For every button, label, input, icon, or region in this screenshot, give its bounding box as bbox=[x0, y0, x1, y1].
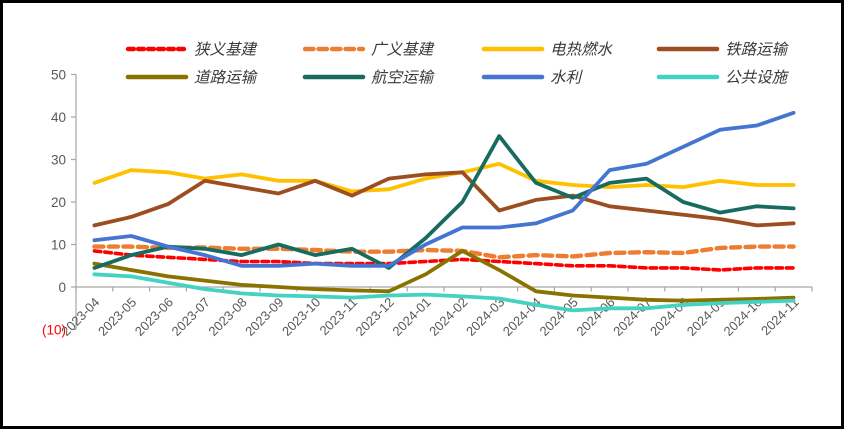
legend-item: 广义基建 bbox=[302, 41, 436, 59]
legend-label-3: 电热燃水 bbox=[550, 41, 614, 59]
x-tick-label: 2023-06 bbox=[132, 295, 176, 339]
x-tick-label: 2023-07 bbox=[169, 295, 213, 339]
legend-item: 电热燃水 bbox=[481, 41, 614, 59]
series-line-5 bbox=[92, 248, 796, 303]
legend-label-7: 水利 bbox=[550, 69, 584, 87]
legend-label-8: 公共设施 bbox=[725, 69, 790, 87]
legend-item: 铁路运输 bbox=[656, 41, 790, 59]
series-line-6 bbox=[92, 134, 796, 270]
x-tick-label: 2023-09 bbox=[242, 295, 286, 339]
x-tick-label: 2024-01 bbox=[389, 295, 433, 339]
legend-item: 道路运输 bbox=[125, 69, 259, 87]
series-line-7 bbox=[92, 110, 796, 268]
series-line-4 bbox=[92, 170, 796, 228]
legend-label-4: 铁路运输 bbox=[725, 41, 790, 59]
x-tick-label: 2024-02 bbox=[426, 295, 470, 339]
legend-label-1: 狭义基建 bbox=[194, 41, 259, 59]
x-tick-label: 2023-05 bbox=[95, 295, 139, 339]
series-line-2 bbox=[92, 244, 796, 260]
y-tick-label: 50 bbox=[51, 68, 66, 83]
x-tick-label: 2023-11 bbox=[316, 295, 360, 339]
y-tick-label: 0 bbox=[58, 280, 66, 295]
x-tick-label: 2024-06 bbox=[573, 295, 617, 339]
series-line-8 bbox=[92, 272, 796, 313]
x-tick-label: 2024-03 bbox=[463, 295, 507, 339]
y-tick-label: 10 bbox=[51, 238, 66, 253]
x-tick-label: 2023-04 bbox=[58, 295, 102, 339]
x-tick-label: 2024-05 bbox=[537, 295, 581, 339]
legend-label-2: 广义基建 bbox=[371, 41, 436, 59]
y-tick-label: 40 bbox=[51, 110, 66, 125]
legend-label-5: 道路运输 bbox=[194, 69, 259, 87]
y-tick-label: (10) bbox=[42, 323, 66, 338]
x-tick-label: 2023-08 bbox=[205, 295, 249, 339]
legend-item: 航空运输 bbox=[302, 69, 436, 87]
series-line-3 bbox=[92, 161, 796, 194]
legend-item: 水利 bbox=[481, 69, 584, 87]
legend-item: 狭义基建 bbox=[125, 41, 259, 59]
x-tick-label: 2023-10 bbox=[279, 295, 323, 339]
y-tick-label: 20 bbox=[51, 195, 66, 210]
legend-label-6: 航空运输 bbox=[371, 69, 436, 87]
x-tick-label: 2023-12 bbox=[353, 295, 397, 339]
legend-item: 公共设施 bbox=[656, 69, 790, 87]
y-tick-label: 30 bbox=[51, 153, 66, 168]
line-chart: 50403020100(10)2023-042023-052023-062023… bbox=[42, 41, 813, 339]
